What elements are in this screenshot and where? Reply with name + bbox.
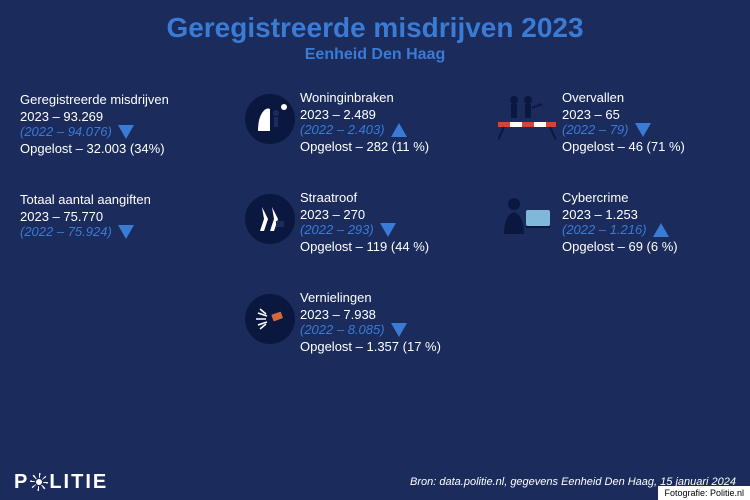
page-title: Geregistreerde misdrijven 2023 [0, 12, 750, 44]
stat-previous: (2022 – 75.924) [20, 224, 112, 239]
arrow-down-icon [118, 225, 134, 239]
vandalism-icon [245, 294, 295, 344]
stat-burglaries: Woninginbraken 2023 – 2.489 (2022 – 2.40… [300, 90, 480, 154]
arrow-down-icon [391, 323, 407, 337]
stat-total-crimes: Geregistreerde misdrijven 2023 – 93.269 … [20, 92, 220, 156]
arrow-up-icon [653, 223, 669, 237]
stat-current: 2023 – 93.269 [20, 109, 103, 124]
street-robbery-icon [245, 194, 295, 244]
stat-current: 2023 – 2.489 [300, 107, 376, 122]
stat-previous: (2022 – 1.216) [562, 222, 647, 237]
stat-cybercrime: Cybercrime 2023 – 1.253 (2022 – 1.216) O… [562, 190, 742, 254]
stat-previous: (2022 – 79) [562, 122, 629, 137]
stat-label: Overvallen [562, 90, 742, 105]
stat-current: 2023 – 65 [562, 107, 620, 122]
logo-text-right: LITIE [49, 471, 108, 494]
header: Geregistreerde misdrijven 2023 Eenheid D… [0, 0, 750, 72]
credit-badge: Fotografie: Politie.nl [658, 486, 750, 500]
stat-solved: Opgelost – 32.003 (34%) [20, 141, 220, 156]
logo-sun-icon [30, 473, 48, 491]
stat-previous: (2022 – 2.403) [300, 122, 385, 137]
stat-vandalism: Vernielingen 2023 – 7.938 (2022 – 8.085)… [300, 290, 490, 354]
politie-logo: P LITIE [14, 471, 108, 494]
stat-solved: Opgelost – 69 (6 %) [562, 239, 742, 254]
stat-label: Vernielingen [300, 290, 490, 305]
stat-label: Cybercrime [562, 190, 742, 205]
stat-previous: (2022 – 293) [300, 222, 374, 237]
arrow-up-icon [391, 123, 407, 137]
stat-solved: Opgelost – 119 (44 %) [300, 239, 480, 254]
stat-label: Woninginbraken [300, 90, 480, 105]
stat-previous: (2022 – 94.076) [20, 124, 112, 139]
logo-text-left: P [14, 471, 29, 494]
burglary-icon [245, 94, 295, 144]
stat-solved: Opgelost – 282 (11 %) [300, 139, 480, 154]
page-subtitle: Eenheid Den Haag [0, 46, 750, 64]
stats-grid: Geregistreerde misdrijven 2023 – 93.269 … [0, 72, 750, 432]
stat-label: Totaal aantal aangiften [20, 192, 220, 207]
stat-solved: Opgelost – 1.357 (17 %) [300, 339, 490, 354]
stat-current: 2023 – 7.938 [300, 307, 376, 322]
stat-previous: (2022 – 8.085) [300, 322, 385, 337]
stat-current: 2023 – 1.253 [562, 207, 638, 222]
cybercrime-icon [498, 194, 556, 244]
stat-street-robbery: Straatroof 2023 – 270 (2022 – 293) Opgel… [300, 190, 480, 254]
footer: P LITIE Bron: data.politie.nl, gegevens … [0, 464, 750, 500]
robbery-icon [498, 92, 556, 144]
arrow-down-icon [380, 223, 396, 237]
stat-solved: Opgelost – 46 (71 %) [562, 139, 742, 154]
stat-label: Straatroof [300, 190, 480, 205]
stat-label: Geregistreerde misdrijven [20, 92, 220, 107]
stat-robberies: Overvallen 2023 – 65 (2022 – 79) Opgelos… [562, 90, 742, 154]
stat-current: 2023 – 270 [300, 207, 365, 222]
stat-current: 2023 – 75.770 [20, 209, 103, 224]
stat-total-reports: Totaal aantal aangiften 2023 – 75.770 (2… [20, 192, 220, 239]
arrow-down-icon [635, 123, 651, 137]
arrow-down-icon [118, 125, 134, 139]
